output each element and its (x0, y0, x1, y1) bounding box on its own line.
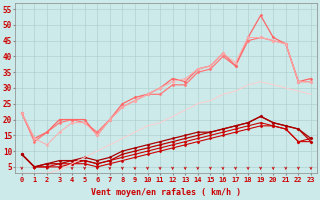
X-axis label: Vent moyen/en rafales ( km/h ): Vent moyen/en rafales ( km/h ) (92, 188, 241, 197)
